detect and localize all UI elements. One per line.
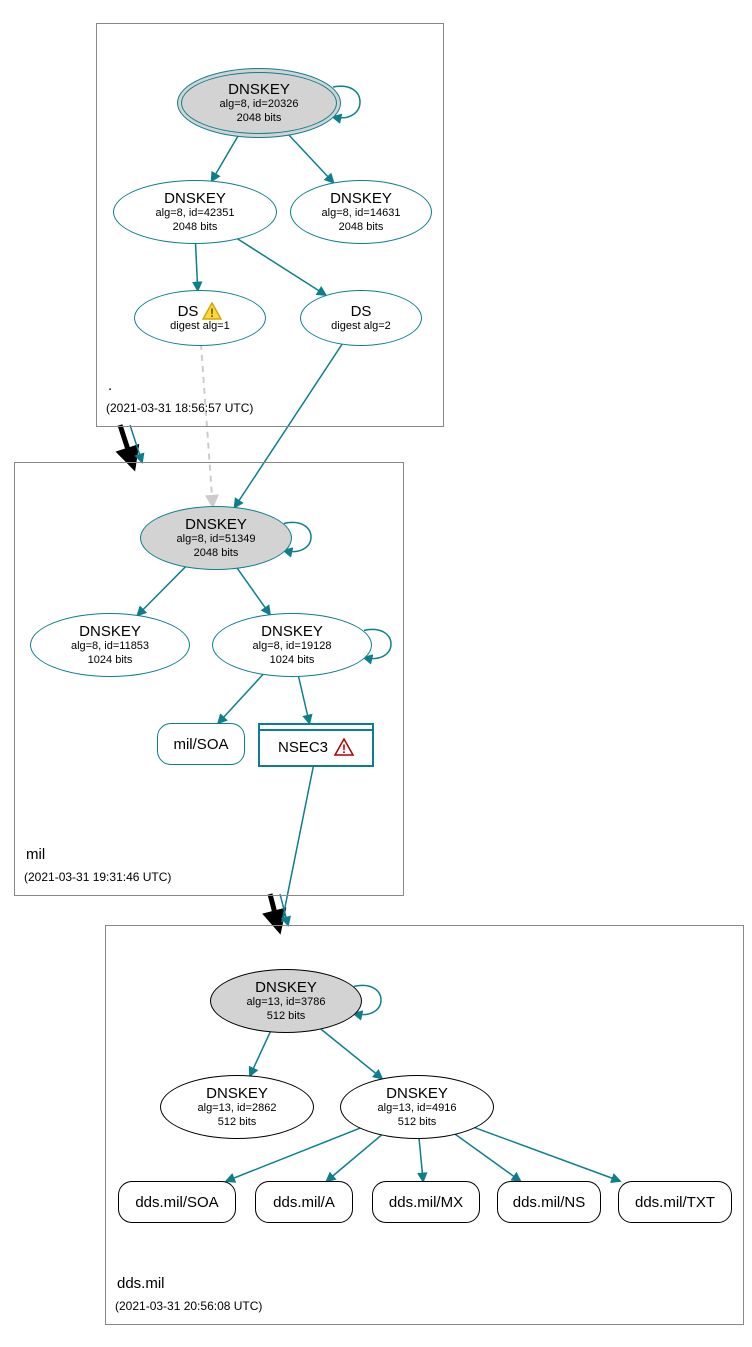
node-nsec3-label: NSEC3 [278,739,328,756]
node-nsec3-topbar [260,729,372,731]
node-ds1: DS!digest alg=1 [134,290,266,346]
node-dds_txt: dds.mil/TXT [618,1181,732,1223]
node-dds_a: dds.mil/A [255,1181,353,1223]
node-dds_zsk2: DNSKEYalg=13, id=4916512 bits [340,1075,494,1139]
node-dds_ksk-title: DNSKEY [255,979,317,996]
node-dds_mx: dds.mil/MX [372,1181,480,1223]
node-mil_ksk-sub2: 2048 bits [194,547,239,560]
node-mil_zsk1-sub2: 1024 bits [88,654,133,667]
node-mil_zsk1-title: DNSKEY [79,623,141,640]
node-dds_zsk1: DNSKEYalg=13, id=2862512 bits [160,1075,314,1139]
node-dds_ksk-sub2: 512 bits [267,1010,306,1023]
node-root_zsk2-sub1: alg=8, id=14631 [322,207,401,220]
node-dds_ksk: DNSKEYalg=13, id=3786512 bits [210,969,362,1033]
node-dds_zsk1-sub2: 512 bits [218,1116,257,1129]
zone-timestamp-mil: (2021-03-31 19:31:46 UTC) [24,870,171,884]
node-ds2: DSdigest alg=2 [300,290,422,346]
node-mil_zsk1: DNSKEYalg=8, id=118531024 bits [30,613,190,677]
node-mil_soa: mil/SOA [157,723,245,765]
zone-label-ddsmil: dds.mil [117,1275,165,1292]
node-dds_ksk-sub1: alg=13, id=3786 [247,996,326,1009]
node-dds_zsk2-sub2: 512 bits [398,1116,437,1129]
svg-text:!: ! [342,742,346,756]
node-dds_soa: dds.mil/SOA [118,1181,236,1223]
node-mil_ksk-title: DNSKEY [185,516,247,533]
node-ds1-title: DS [178,303,199,320]
node-dds_zsk2-sub1: alg=13, id=4916 [378,1102,457,1115]
node-root_zsk2-sub2: 2048 bits [339,221,384,234]
node-dds_ns: dds.mil/NS [497,1181,601,1223]
zone-timestamp-ddsmil: (2021-03-31 20:56:08 UTC) [115,1299,262,1313]
node-mil_zsk1-sub1: alg=8, id=11853 [71,640,149,653]
node-mil_ksk-sub1: alg=8, id=51349 [177,533,256,546]
node-root_zsk1-sub1: alg=8, id=42351 [156,207,235,220]
node-nsec3: NSEC3! [258,723,374,767]
node-root_ksk: DNSKEYalg=8, id=203262048 bits [177,68,341,138]
node-root_zsk2-title: DNSKEY [330,190,392,207]
node-mil_zsk2-sub1: alg=8, id=19128 [253,640,332,653]
node-dds_zsk1-title: DNSKEY [206,1085,268,1102]
warning-red-icon: ! [334,738,354,756]
zone-label-root: . [108,377,112,394]
node-mil_zsk2-title: DNSKEY [261,623,323,640]
warning-yellow-icon: ! [202,302,222,320]
node-mil_zsk2-sub2: 1024 bits [270,654,315,667]
node-root_zsk1-title: DNSKEY [164,190,226,207]
node-mil_zsk2: DNSKEYalg=8, id=191281024 bits [212,613,372,677]
zone-label-mil: mil [26,846,45,863]
node-ds1-sub1: digest alg=1 [170,320,230,333]
node-ds2-title: DS [351,303,372,320]
svg-text:!: ! [210,306,214,320]
node-mil_ksk: DNSKEYalg=8, id=513492048 bits [140,506,292,570]
node-root_zsk1: DNSKEYalg=8, id=423512048 bits [113,180,277,244]
zone-timestamp-root: (2021-03-31 18:56:57 UTC) [106,401,253,415]
node-root_ksk-inner-ring [181,72,337,134]
node-dds_zsk2-title: DNSKEY [386,1085,448,1102]
node-dds_zsk1-sub1: alg=13, id=2862 [198,1102,277,1115]
node-ds2-sub1: digest alg=2 [331,320,391,333]
node-root_zsk2: DNSKEYalg=8, id=146312048 bits [290,180,432,244]
node-root_zsk1-sub2: 2048 bits [173,221,218,234]
